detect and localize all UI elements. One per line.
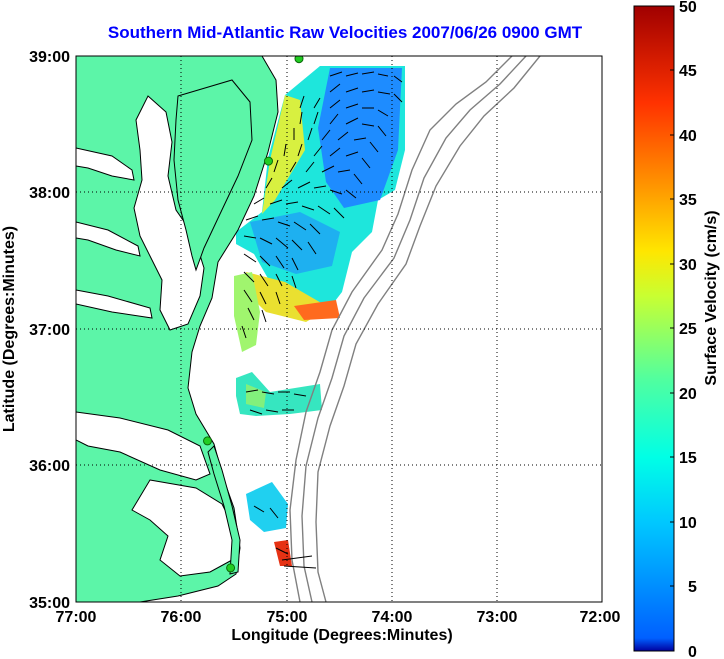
colorbar: 50 45 40 35 30 25 20 15 10 5 0 Surface V… [633, 0, 720, 659]
colorbar-tick-label: 10 [679, 515, 697, 532]
delmarva-peninsula [173, 79, 253, 272]
x-tick-label: 74:00 [372, 609, 413, 626]
albemarle-sound [76, 411, 211, 481]
x-tick-label: 72:00 [580, 609, 621, 626]
colorbar-tick-label: 15 [679, 450, 697, 467]
chesapeake-river-b [76, 221, 141, 257]
chesapeake-river-a [76, 147, 135, 181]
colorbar-gradient [633, 5, 675, 652]
x-axis-label: Longitude (Degrees:Minutes) [231, 627, 452, 644]
stations [203, 56, 304, 573]
station-marker [294, 56, 304, 64]
colorbar-ticks [670, 69, 674, 587]
y-tick-label: 39:00 [29, 49, 70, 66]
grid-lines [76, 56, 602, 602]
map-title: Southern Mid-Atlantic Raw Velocities 200… [108, 23, 583, 42]
vector-arrows [241, 71, 403, 569]
colorbar-tick-label: 50 [679, 0, 697, 16]
colorbar-tick-label: 5 [688, 579, 697, 596]
colorbar-tick-label: 35 [679, 192, 697, 209]
colorbar-tick-label: 0 [688, 644, 697, 659]
outer-banks-barrier [207, 445, 241, 575]
y-tick-label: 36:00 [29, 458, 70, 475]
bathymetry-contour [289, 56, 513, 602]
colorbar-tick-label: 30 [679, 257, 697, 274]
y-axis-label: Latitude (Degrees:Minutes) [1, 226, 18, 432]
x-tick-label: 75:00 [267, 609, 308, 626]
y-tick-label: 35:00 [29, 595, 70, 612]
station-marker [226, 563, 236, 573]
bathymetry-contours [289, 56, 541, 602]
chesapeake-bay [133, 95, 205, 331]
coverage-red-spot [294, 300, 340, 320]
chesapeake-river-c [76, 289, 153, 319]
x-tick-labels: 77:00 76:00 75:00 74:00 73:00 72:00 [56, 609, 621, 626]
x-tick-label: 76:00 [161, 609, 202, 626]
colorbar-tick-label: 20 [679, 386, 697, 403]
coverage-east-blue [318, 68, 402, 208]
coverage-southpatch-green [246, 384, 266, 408]
colorbar-tick-label: 25 [679, 321, 697, 338]
coverage-band [234, 272, 260, 352]
coverage-coast-yellow [262, 95, 305, 214]
y-tick-label: 38:00 [29, 185, 70, 202]
coverage-southmost [246, 482, 288, 532]
bathymetry-contour [301, 56, 527, 602]
colorbar-tick-label: 45 [679, 63, 697, 80]
y-tick-labels: 39:00 38:00 37:00 36:00 35:00 [29, 49, 70, 612]
station-marker [203, 436, 212, 446]
colorbar-label: Surface Velocity (cm/s) [703, 210, 720, 385]
bathymetry-contour [315, 56, 541, 602]
pamlico-sound [131, 479, 237, 577]
plot-area [76, 56, 602, 602]
y-tick-label: 37:00 [29, 322, 70, 339]
colorbar-tick-label: 40 [679, 128, 697, 145]
x-tick-label: 73:00 [477, 609, 518, 626]
station-marker [264, 156, 273, 166]
x-tick-label: 77:00 [56, 609, 97, 626]
velocity-vectors [241, 71, 403, 569]
plot-frame [75, 55, 603, 603]
